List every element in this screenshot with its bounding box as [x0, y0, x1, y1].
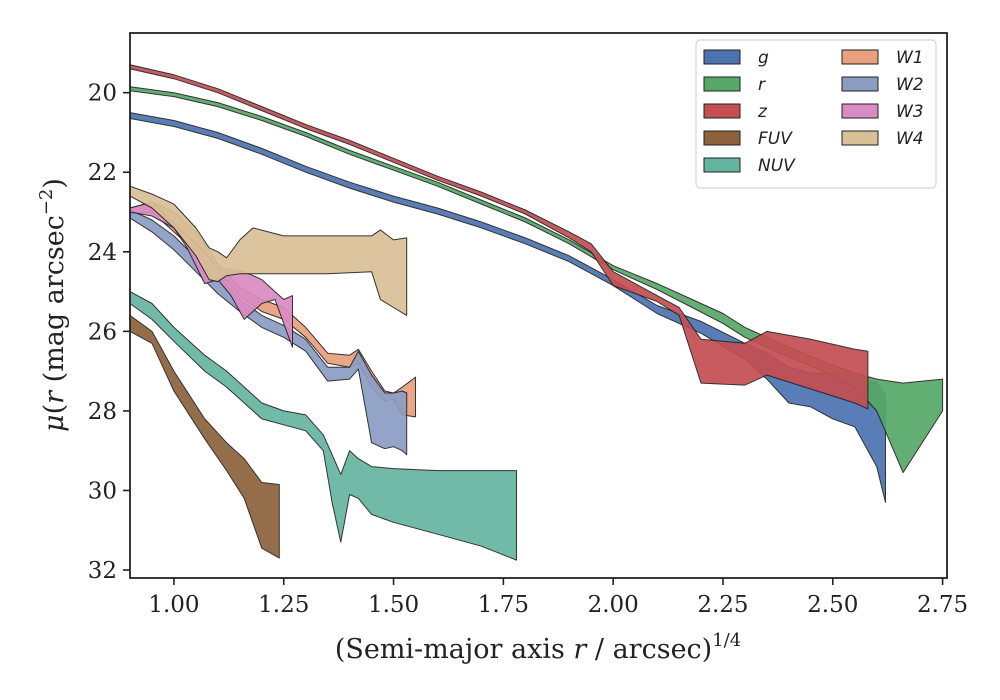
y-tick-label: 32 [88, 558, 117, 584]
x-axis-label-var: r [573, 634, 588, 665]
band-z [130, 64, 869, 410]
legend-label-w1: W1 [896, 48, 924, 68]
y-tick-label: 30 [88, 478, 117, 504]
legend: grz FUV NUV W1 W2 W3 W4 [695, 39, 937, 189]
legend-swatch-w4 [841, 130, 879, 146]
y-axis-label-close: ) [39, 178, 70, 189]
y-axis-label: μ(r (mag arcsec−2) [36, 178, 70, 432]
legend-swatch-g [703, 49, 741, 65]
band-w4 [130, 185, 408, 316]
legend-swatch-nuv [703, 157, 741, 173]
x-tick-label: 1.50 [368, 592, 419, 618]
legend-swatch-fuv [703, 130, 741, 146]
legend-label-nuv: NUV [758, 156, 796, 176]
legend-items: grz FUV NUV W1 W2 W3 W4 [703, 48, 924, 176]
y-axis-ticks: 20 22 24 26 28 30 32 [88, 81, 130, 584]
series-bands [130, 64, 944, 561]
legend-label-w3: W3 [896, 102, 924, 122]
y-tick-label: 22 [88, 160, 117, 186]
x-axis-label-exponent: 1/4 [712, 630, 741, 651]
band-r [130, 86, 944, 474]
legend-swatch-z [703, 103, 741, 119]
y-axis-label-open-paren: ( [39, 404, 70, 415]
legend-swatch-r [703, 76, 741, 92]
legend-swatch-w1 [841, 49, 879, 65]
y-tick-label: 26 [88, 319, 117, 345]
y-tick-label: 24 [88, 240, 117, 266]
y-tick-label: 20 [88, 81, 117, 107]
legend-label-fuv: FUV [758, 129, 793, 149]
legend-label-w2: W2 [896, 75, 924, 95]
x-tick-label: 1.25 [258, 592, 309, 618]
plot-frame [129, 32, 948, 579]
x-tick-label: 1.00 [148, 592, 199, 618]
band-g [130, 112, 886, 503]
band-nuv [130, 291, 517, 561]
x-axis-label-open: (Semi-major axis [335, 634, 574, 665]
x-tick-label: 1.75 [478, 592, 529, 618]
x-tick-label: 2.75 [917, 592, 968, 618]
x-axis-label: (Semi-major axis r / arcsec)1/4 [335, 630, 741, 665]
x-tick-label: 2.00 [588, 592, 639, 618]
x-axis-ticks: 1.00 1.25 1.50 1.75 2.00 2.25 2.50 2.75 [148, 578, 968, 618]
legend-label-r: r [758, 75, 766, 95]
x-tick-label: 2.50 [807, 592, 858, 618]
band-fuv [130, 314, 280, 559]
x-tick-label: 2.25 [697, 592, 748, 618]
legend-label-g: g [758, 48, 769, 68]
legend-swatch-w3 [841, 103, 879, 119]
x-axis-label-close: / arcsec) [586, 634, 712, 665]
y-axis-label-mu: μ [39, 414, 70, 432]
legend-label-z: z [757, 102, 768, 122]
y-tick-label: 28 [88, 399, 117, 425]
y-axis-label-rest: (mag arcsec [39, 215, 70, 391]
legend-swatch-w2 [841, 76, 879, 92]
legend-label-w4: W4 [896, 129, 924, 149]
y-axis-label-var: r [39, 389, 70, 404]
y-axis-label-exponent: −2 [36, 189, 57, 216]
